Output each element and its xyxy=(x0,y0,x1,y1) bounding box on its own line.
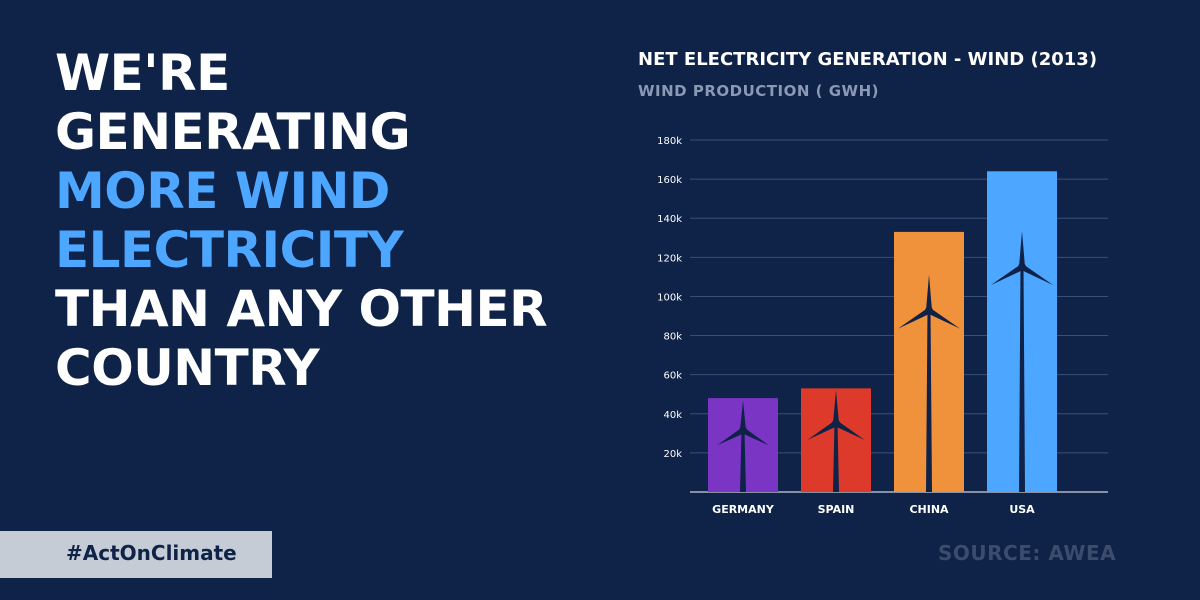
turbine-tower xyxy=(740,430,746,492)
y-tick-label: 40k xyxy=(663,410,682,421)
x-tick-label: CHINA xyxy=(909,503,949,516)
headline-line-accent: ELECTRICITY xyxy=(55,221,404,279)
turbine-blade xyxy=(897,308,931,329)
wind-turbine-icon xyxy=(716,400,770,492)
y-tick-label: 120k xyxy=(657,253,682,264)
x-tick-label: SPAIN xyxy=(818,503,855,516)
x-tick-label: GERMANY xyxy=(712,503,775,516)
turbine-blade xyxy=(990,264,1024,286)
y-tick-label: 180k xyxy=(657,136,682,147)
source-credit: SOURCE: AWEA xyxy=(938,541,1117,565)
turbine-tower xyxy=(1019,267,1025,492)
hashtag-box: #ActOnClimate xyxy=(0,531,272,578)
turbine-tower xyxy=(833,423,839,492)
y-tick-label: 80k xyxy=(663,332,682,343)
turbine-blade xyxy=(926,274,932,311)
headline-line-accent: MORE WIND xyxy=(55,162,390,220)
turbine-hub xyxy=(739,426,747,435)
y-tick-label: 20k xyxy=(663,449,682,460)
turbine-blade xyxy=(834,420,865,440)
chart-title: NET ELECTRICITY GENERATION - WIND (2013) xyxy=(638,49,1098,70)
turbine-hub xyxy=(925,306,933,315)
y-tick-label: 100k xyxy=(657,292,682,303)
headline: WE'RE GENERATING MORE WIND ELECTRICITY T… xyxy=(55,44,615,398)
turbine-hub xyxy=(1018,263,1026,272)
y-tick-label: 60k xyxy=(663,371,682,382)
turbine-blade xyxy=(740,400,746,431)
headline-line: THAN ANY OTHER xyxy=(55,280,548,338)
chart-subtitle: WIND PRODUCTION ( GWH) xyxy=(638,82,879,100)
turbine-blade xyxy=(927,308,961,329)
y-tick-label: 140k xyxy=(657,214,682,225)
turbine-blade xyxy=(1020,264,1054,286)
turbine-blade xyxy=(716,427,745,446)
headline-line: COUNTRY xyxy=(55,339,320,397)
turbine-blade xyxy=(741,427,770,446)
hashtag-label: #ActOnClimate xyxy=(66,541,237,565)
turbine-blade xyxy=(1019,231,1025,268)
turbine-blade xyxy=(833,390,839,424)
y-tick-label: 160k xyxy=(657,175,682,186)
turbine-blade xyxy=(807,420,838,440)
turbine-hub xyxy=(832,419,840,428)
turbine-tower xyxy=(926,310,932,492)
wind-turbine-icon xyxy=(807,390,865,492)
wind-turbine-icon xyxy=(990,231,1054,492)
x-tick-label: USA xyxy=(1009,503,1035,516)
headline-line: GENERATING xyxy=(55,103,411,161)
headline-line: WE'RE xyxy=(55,44,230,102)
wind-turbine-icon xyxy=(897,274,961,492)
